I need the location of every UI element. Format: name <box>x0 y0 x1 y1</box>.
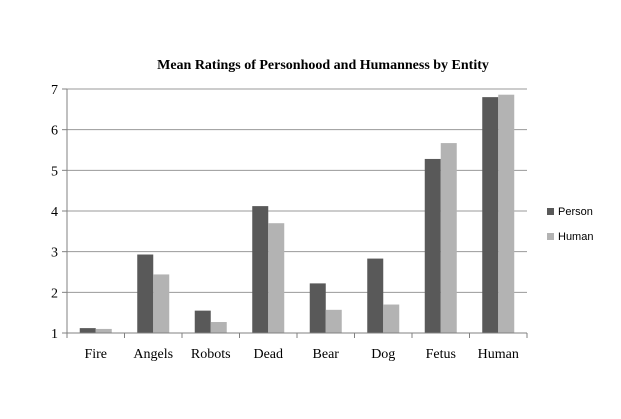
bar-human-bear <box>325 309 342 333</box>
bar-human-human <box>498 94 515 334</box>
bar-human-fire <box>95 328 112 333</box>
y-tick-label: 7 <box>51 83 58 98</box>
bar-human-robots <box>210 322 227 333</box>
bar-human-fetus <box>440 143 457 333</box>
bar-person-human <box>482 97 499 333</box>
legend: Person Human <box>547 206 593 243</box>
x-tick-label: Fire <box>84 347 107 362</box>
bar-person-dead <box>252 206 269 333</box>
x-tick-label: Human <box>478 347 519 362</box>
gridlines <box>67 88 527 293</box>
legend-label-person: Person <box>558 206 593 218</box>
bar-human-dead <box>268 223 285 333</box>
y-tick-label: 6 <box>51 124 58 139</box>
x-tick-label: Bear <box>313 347 340 362</box>
chart-title: Mean Ratings of Personhood and Humanness… <box>157 58 489 73</box>
bar-person-fetus <box>424 158 441 333</box>
axes: 1 2 3 4 5 6 7 Fire Angels Robots Dead Bear Dog Fetus H… <box>51 83 528 362</box>
x-tick-label: Fetus <box>426 347 456 362</box>
x-tick-label: Robots <box>191 347 231 362</box>
x-tick-label: Dog <box>371 347 395 362</box>
bar-person-bear <box>309 283 326 333</box>
x-tick-label: Dead <box>253 347 283 362</box>
y-tick-label: 5 <box>51 164 58 179</box>
bar-person-dog <box>367 258 384 333</box>
x-tick-label: Angels <box>133 347 173 362</box>
y-tick-label: 3 <box>51 246 58 261</box>
bar-person-fire <box>79 328 96 333</box>
legend-swatch-human <box>547 233 554 240</box>
bar-human-dog <box>383 304 400 333</box>
bars <box>79 94 515 334</box>
y-tick-label: 4 <box>51 205 58 220</box>
bar-person-angels <box>137 254 154 333</box>
legend-swatch-person <box>547 208 554 215</box>
y-tick-label: 1 <box>51 327 58 342</box>
legend-label-human: Human <box>558 231 593 243</box>
bar-human-angels <box>153 274 170 333</box>
y-tick-label: 2 <box>51 286 58 301</box>
bar-person-robots <box>194 310 211 333</box>
